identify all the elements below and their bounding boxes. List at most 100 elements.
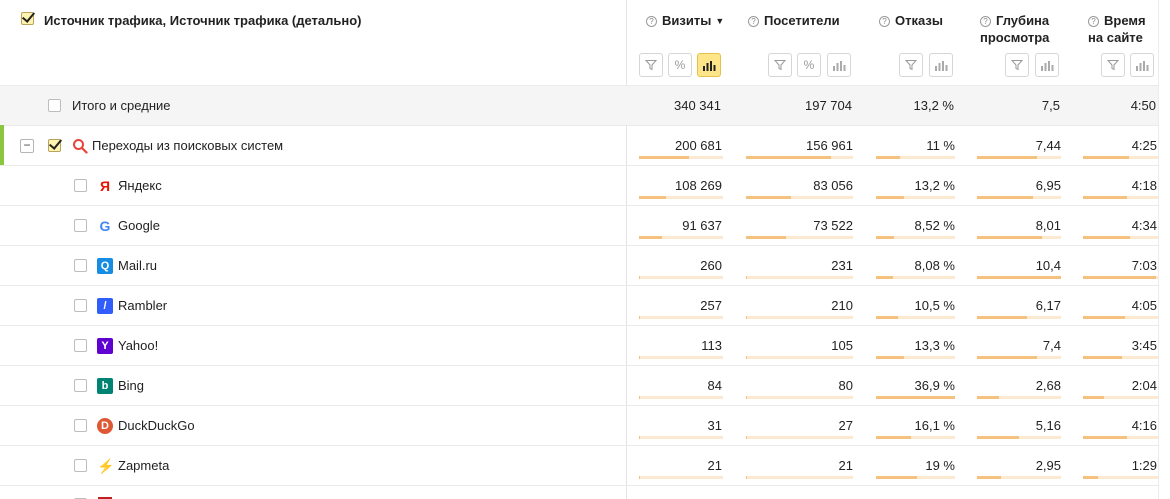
visitors-bar-track — [746, 156, 853, 159]
visitors-bar-track — [746, 236, 853, 239]
visitors-bar-track — [746, 276, 853, 279]
help-icon[interactable]: ? — [1088, 16, 1099, 27]
chart-bars-button[interactable] — [929, 53, 953, 77]
visits-bar-fill — [639, 156, 689, 159]
percent-icon: % — [803, 58, 815, 72]
help-icon[interactable]: ? — [980, 16, 991, 27]
column-header-time[interactable]: ? Время на сайте — [1088, 12, 1146, 46]
row-checkbox[interactable] — [74, 339, 87, 352]
column-header-visits[interactable]: ? Визиты ▼ — [646, 12, 724, 30]
chart-bars-button[interactable] — [697, 53, 721, 77]
table-row[interactable]: Y Yahoo! 113 105 13,3 % 7,4 3:45 — [0, 325, 1158, 365]
row-time: 2:04 — [1131, 378, 1157, 393]
table-row[interactable]: Я Яндекс 108 269 83 056 13,2 % 6,95 4:18 — [0, 165, 1158, 205]
visits-bar-track — [639, 236, 723, 239]
chart-bars-button[interactable] — [1035, 53, 1059, 77]
table-row[interactable]: Q Mail.ru 260 231 8,08 % 10,4 7:03 — [0, 245, 1158, 285]
visitors-bar-fill — [746, 356, 747, 359]
select-all-checkbox[interactable] — [21, 12, 34, 25]
table-row-partial[interactable] — [0, 485, 1158, 499]
filter-icon — [1107, 60, 1119, 71]
help-icon[interactable]: ? — [748, 16, 759, 27]
table-right-edge — [1158, 0, 1159, 499]
row-checkbox[interactable] — [74, 259, 87, 272]
visits-bar-track — [639, 436, 723, 439]
table-row[interactable]: G Google 91 637 73 522 8,52 % 8,01 4:34 — [0, 205, 1158, 245]
row-time: 4:16 — [1131, 418, 1157, 433]
column-label-line2: просмотра — [980, 30, 1050, 45]
row-time: 4:18 — [1131, 178, 1157, 193]
row-checkbox[interactable] — [48, 139, 61, 152]
row-checkbox[interactable] — [74, 299, 87, 312]
time-bar-track — [1083, 156, 1158, 159]
row-visits: 113 — [701, 338, 722, 353]
chart-bars-button[interactable] — [827, 53, 851, 77]
row-checkbox[interactable] — [74, 419, 87, 432]
group-visits: 200 681 — [675, 138, 722, 153]
time-bar-fill — [1083, 476, 1098, 479]
row-checkbox[interactable] — [74, 379, 87, 392]
column-header-visitors[interactable]: ? Посетители — [748, 12, 840, 29]
percent-button[interactable]: % — [797, 53, 821, 77]
row-time: 7:03 — [1131, 258, 1157, 273]
filter-button[interactable] — [899, 53, 923, 77]
row-bounces: 13,2 % — [914, 178, 955, 193]
depth-bar-track — [977, 396, 1061, 399]
column-header-bounces[interactable]: ? Отказы — [879, 12, 943, 29]
help-icon[interactable]: ? — [879, 16, 890, 27]
bounces-bar-fill — [876, 196, 904, 199]
column-label: Визиты — [662, 13, 712, 28]
group-row-search-engines[interactable]: − Переходы из поисковых систем 200 681 15… — [0, 125, 1158, 166]
bing-icon: b — [97, 378, 113, 394]
source-label: Яндекс — [118, 178, 162, 193]
visits-bar-track — [639, 156, 723, 159]
visitors-bar-fill — [746, 436, 747, 439]
totals-visitors: 197 704 — [805, 98, 852, 113]
visitors-bar-fill — [746, 316, 747, 319]
bounces-bar-track — [876, 196, 955, 199]
percent-button[interactable]: % — [668, 53, 692, 77]
row-bounces: 13,3 % — [914, 338, 955, 353]
collapse-button[interactable]: − — [20, 139, 34, 153]
row-checkbox[interactable] — [48, 99, 61, 112]
visits-bar-fill — [639, 476, 640, 479]
bar-chart-icon — [833, 61, 846, 71]
column-header-depth[interactable]: ? Глубина просмотра — [980, 12, 1049, 46]
visits-bar-fill — [639, 276, 640, 279]
bar-chart-icon — [1041, 61, 1054, 71]
visitors-bar-track — [746, 476, 853, 479]
depth-bar-track — [977, 476, 1061, 479]
table-row[interactable]: / Rambler 257 210 10,5 % 6,17 4:05 — [0, 285, 1158, 325]
row-time: 4:05 — [1131, 298, 1157, 313]
filter-icon — [774, 60, 786, 71]
row-visits: 108 269 — [675, 178, 722, 193]
time-bar-fill — [1083, 276, 1156, 279]
mailru-icon: Q — [97, 258, 113, 274]
source-label: Mail.ru — [118, 258, 158, 273]
time-bar-track — [1083, 236, 1158, 239]
visits-bar-fill — [639, 356, 640, 359]
filter-button[interactable] — [639, 53, 663, 77]
depth-bar-fill — [977, 476, 1001, 479]
bounces-bar-track — [876, 156, 955, 159]
row-time: 3:45 — [1131, 338, 1157, 353]
help-icon[interactable]: ? — [646, 16, 657, 27]
filter-button[interactable] — [768, 53, 792, 77]
sort-desc-icon[interactable]: ▼ — [715, 16, 725, 26]
row-checkbox[interactable] — [74, 459, 87, 472]
table-row[interactable]: D DuckDuckGo 31 27 16,1 % 5,16 4:16 — [0, 405, 1158, 445]
column-label: Посетители — [764, 13, 840, 28]
totals-label: Итого и средние — [72, 98, 171, 113]
table-row[interactable]: ⚡ Zapmeta 21 21 19 % 2,95 1:29 — [0, 445, 1158, 485]
visitors-bar-track — [746, 356, 853, 359]
filter-button[interactable] — [1101, 53, 1125, 77]
row-bounces: 16,1 % — [914, 418, 955, 433]
row-checkbox[interactable] — [74, 219, 87, 232]
visitors-bar-track — [746, 396, 853, 399]
row-checkbox[interactable] — [74, 179, 87, 192]
time-bar-fill — [1083, 436, 1127, 439]
table-row[interactable]: b Bing 84 80 36,9 % 2,68 2:04 — [0, 365, 1158, 405]
chart-bars-button[interactable] — [1130, 53, 1154, 77]
filter-button[interactable] — [1005, 53, 1029, 77]
